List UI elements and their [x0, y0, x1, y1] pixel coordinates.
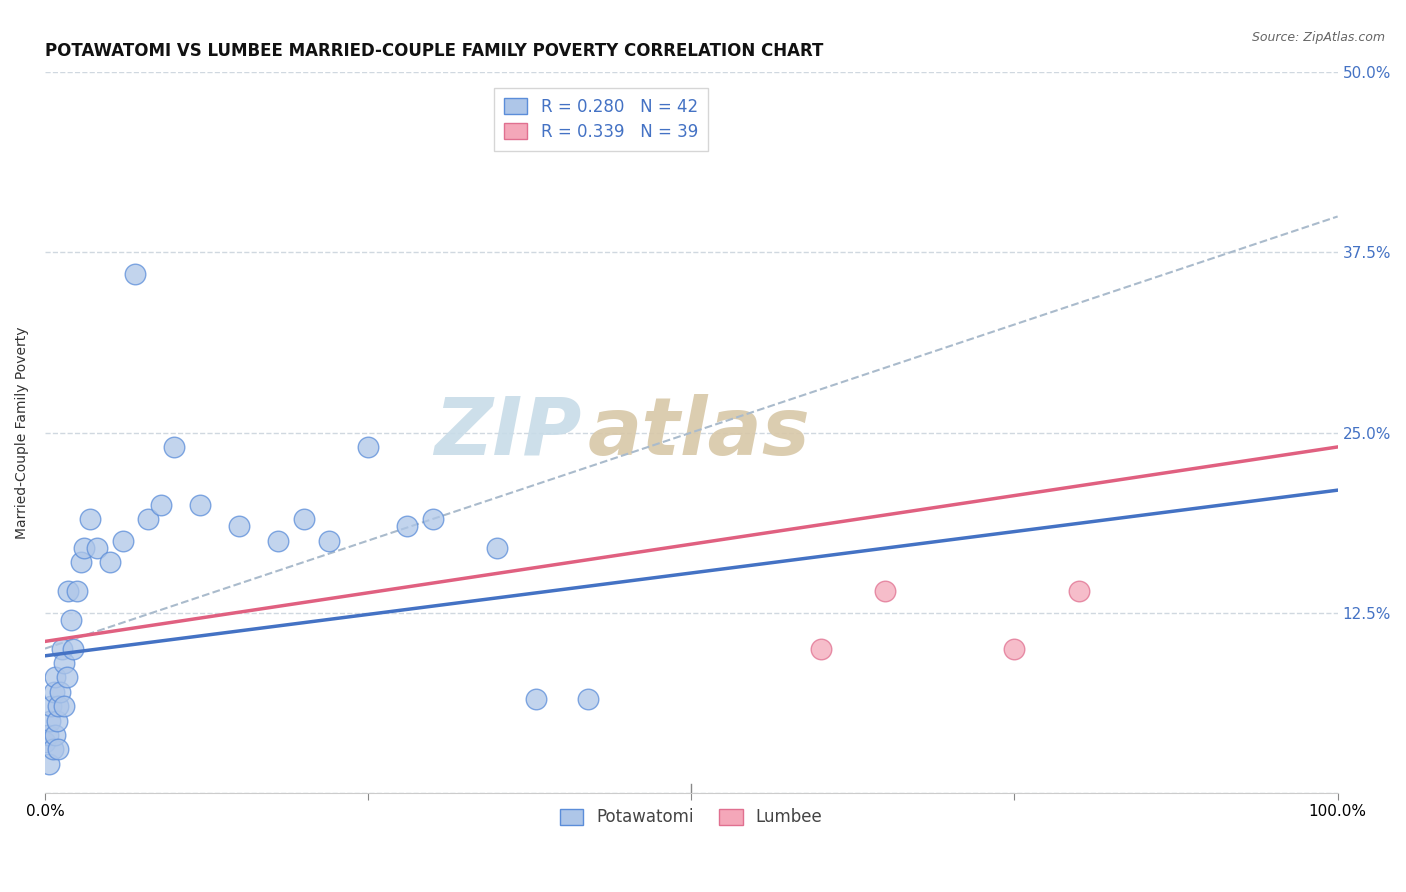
Point	[58, 584, 80, 599]
Point	[79, 512, 101, 526]
Point	[34, 735, 56, 749]
Point	[318, 533, 340, 548]
Point	[42, 742, 65, 756]
Legend: Potawatomi, Lumbee: Potawatomi, Lumbee	[551, 800, 831, 835]
Point	[39, 714, 62, 728]
Point	[66, 584, 89, 599]
Point	[86, 541, 108, 555]
Point	[188, 498, 211, 512]
Point	[49, 685, 72, 699]
Point	[576, 692, 599, 706]
Point	[45, 714, 67, 728]
Point	[37, 728, 59, 742]
Point	[124, 267, 146, 281]
Point	[41, 699, 63, 714]
Point	[70, 555, 93, 569]
Point	[422, 512, 444, 526]
Point	[53, 656, 76, 670]
Point	[44, 728, 66, 742]
Point	[51, 641, 73, 656]
Text: atlas: atlas	[588, 393, 811, 472]
Point	[357, 440, 380, 454]
Text: ZIP: ZIP	[434, 393, 582, 472]
Point	[875, 584, 897, 599]
Point	[46, 699, 69, 714]
Point	[395, 519, 418, 533]
Text: POTAWATOMI VS LUMBEE MARRIED-COUPLE FAMILY POVERTY CORRELATION CHART: POTAWATOMI VS LUMBEE MARRIED-COUPLE FAMI…	[45, 42, 824, 60]
Point	[56, 670, 79, 684]
Point	[62, 641, 84, 656]
Point	[1004, 641, 1026, 656]
Point	[42, 685, 65, 699]
Point	[810, 641, 832, 656]
Point	[486, 541, 509, 555]
Point	[73, 541, 96, 555]
Point	[53, 699, 76, 714]
Point	[1069, 584, 1091, 599]
Text: Source: ZipAtlas.com: Source: ZipAtlas.com	[1251, 31, 1385, 45]
Point	[163, 440, 186, 454]
Point	[266, 533, 288, 548]
Point	[38, 756, 60, 771]
Y-axis label: Married-Couple Family Poverty: Married-Couple Family Poverty	[15, 326, 30, 539]
Point	[138, 512, 160, 526]
Point	[228, 519, 250, 533]
Point	[524, 692, 547, 706]
Point	[98, 555, 121, 569]
Point	[292, 512, 315, 526]
Point	[111, 533, 134, 548]
Point	[44, 670, 66, 684]
Point	[59, 613, 82, 627]
Point	[150, 498, 173, 512]
Point	[46, 742, 69, 756]
